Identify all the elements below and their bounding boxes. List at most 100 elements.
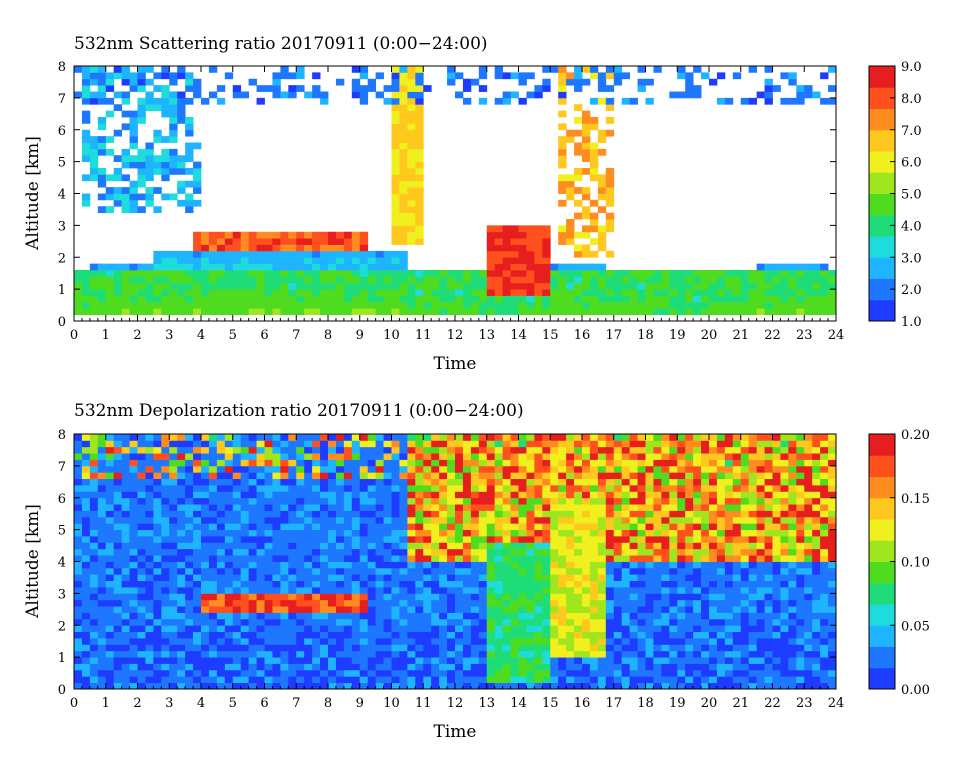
heatmap-cell	[399, 644, 408, 652]
heatmap-cell	[145, 548, 154, 556]
heatmap-cell	[399, 142, 408, 150]
heatmap-cell	[81, 612, 91, 620]
heatmap-cell	[597, 644, 607, 652]
heatmap-cell	[216, 497, 226, 505]
heatmap-cell	[169, 599, 178, 607]
heatmap-cell	[621, 618, 631, 626]
heatmap-cell	[256, 238, 265, 245]
heatmap-cell	[81, 434, 91, 441]
heatmap-cell	[582, 587, 591, 594]
heatmap-cell	[582, 301, 591, 309]
heatmap-cell	[288, 231, 297, 239]
heatmap-cell	[201, 669, 210, 677]
heatmap-cell	[391, 219, 400, 226]
heatmap-cell	[502, 295, 511, 303]
heatmap-cell	[582, 282, 591, 290]
heatmap-cell	[462, 618, 472, 626]
heatmap-cell	[407, 567, 416, 575]
heatmap-cell	[169, 250, 178, 258]
heatmap-cell	[248, 472, 257, 480]
heatmap-cell	[216, 567, 226, 575]
heatmap-cell	[478, 289, 488, 296]
heatmap-cell	[224, 504, 234, 511]
heatmap-cell	[486, 587, 496, 594]
heatmap-cell	[161, 682, 170, 690]
heatmap-cell	[597, 555, 607, 562]
heatmap-cell	[105, 663, 115, 671]
heatmap-cell	[391, 168, 400, 175]
heatmap-cell	[415, 142, 424, 150]
heatmap-cell	[582, 536, 591, 543]
heatmap-cell	[748, 295, 758, 303]
heatmap-cell	[415, 625, 424, 633]
heatmap-cell	[462, 504, 472, 511]
heatmap-cell	[391, 308, 400, 316]
heatmap-cell	[407, 485, 416, 492]
heatmap-cell	[677, 504, 686, 511]
heatmap-cell	[589, 219, 599, 226]
x-tick-label: 16	[574, 328, 591, 343]
heatmap-cell	[224, 663, 234, 671]
heatmap-cell	[375, 682, 384, 690]
heatmap-cell	[685, 434, 694, 441]
heatmap-cell	[470, 555, 480, 562]
heatmap-cell	[629, 631, 638, 639]
heatmap-cell	[335, 676, 345, 684]
heatmap-cell	[224, 289, 234, 296]
heatmap-cell	[272, 561, 281, 569]
heatmap-cell	[439, 465, 448, 473]
heatmap-cell	[589, 66, 599, 73]
heatmap-cell	[669, 516, 678, 524]
heatmap-cell	[661, 657, 670, 664]
heatmap-cell	[335, 606, 345, 613]
heatmap-cell	[510, 644, 519, 652]
heatmap-cell	[534, 676, 543, 684]
heatmap-cell	[709, 638, 718, 645]
heatmap-cell	[280, 676, 289, 684]
heatmap-cell	[518, 504, 527, 511]
heatmap-cell	[645, 606, 654, 613]
heatmap-cell	[526, 478, 535, 486]
heatmap-cell	[264, 529, 273, 537]
heatmap-cell	[510, 657, 519, 664]
heatmap-cell	[375, 270, 384, 277]
heatmap-cell	[153, 129, 162, 137]
heatmap-cell	[185, 295, 194, 303]
heatmap-cell	[113, 301, 123, 309]
heatmap-cell	[153, 580, 162, 588]
heatmap-cell	[343, 606, 353, 613]
heatmap-cell	[494, 529, 504, 537]
x-axis-label: Time	[434, 354, 477, 374]
heatmap-cell	[669, 523, 678, 531]
heatmap-cell	[597, 529, 607, 537]
heatmap-cell	[526, 638, 535, 645]
heatmap-cell	[439, 276, 448, 284]
heatmap-cell	[288, 85, 297, 92]
heatmap-cell	[574, 244, 583, 252]
heatmap-cell	[153, 206, 162, 214]
heatmap-cell	[415, 238, 424, 245]
heatmap-cell	[351, 657, 361, 664]
heatmap-cell	[161, 459, 170, 467]
heatmap-cell	[121, 78, 130, 86]
heatmap-cell	[716, 657, 726, 664]
heatmap-cell	[462, 644, 472, 652]
heatmap-cell	[518, 548, 527, 556]
heatmap-cell	[455, 523, 464, 531]
heatmap-cell	[248, 446, 257, 454]
heatmap-cell	[399, 510, 408, 518]
heatmap-cell	[201, 446, 210, 454]
heatmap-cell	[335, 485, 345, 492]
heatmap-cell	[224, 453, 234, 460]
heatmap-cell	[288, 663, 297, 671]
heatmap-cell	[185, 638, 194, 645]
heatmap-cell	[359, 650, 369, 658]
heatmap-cell	[470, 574, 480, 582]
heatmap-cell	[312, 308, 321, 316]
heatmap-cell	[645, 282, 654, 290]
heatmap-cell	[470, 548, 480, 556]
heatmap-cell	[240, 631, 250, 639]
heatmap-cell	[653, 295, 662, 303]
heatmap-cell	[264, 250, 273, 258]
heatmap-cell	[304, 606, 313, 613]
